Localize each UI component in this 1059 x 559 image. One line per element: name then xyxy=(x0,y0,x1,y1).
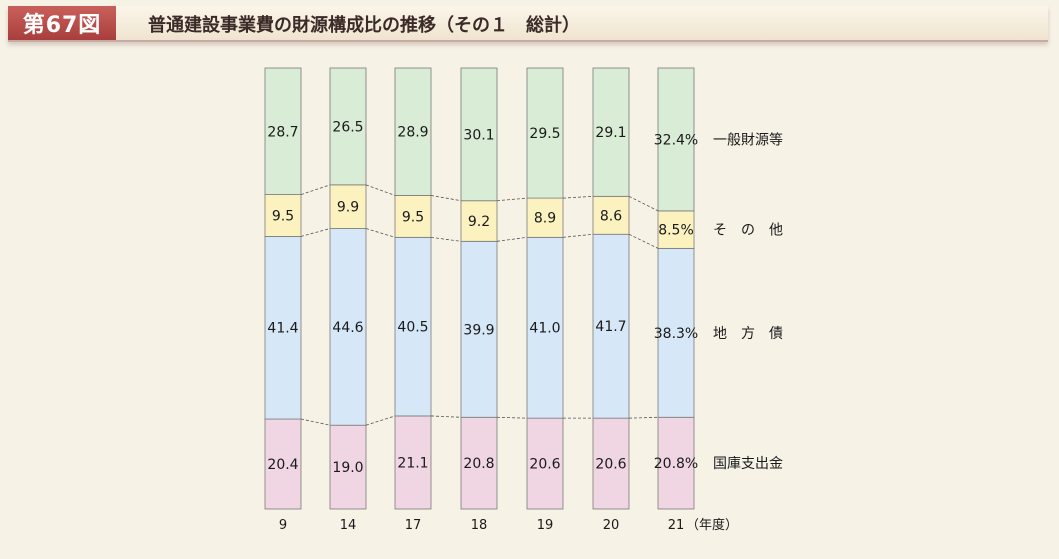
connector-line xyxy=(430,195,462,202)
bar-segment xyxy=(264,194,302,237)
bar-segment xyxy=(460,200,498,242)
bar-segment xyxy=(657,416,695,510)
data-label: 8.6 xyxy=(600,208,622,224)
bar-segment xyxy=(526,236,564,419)
bar-segment xyxy=(394,67,432,196)
bar-segment xyxy=(592,417,630,510)
bar-segment xyxy=(460,67,498,202)
bar-segment xyxy=(592,67,630,197)
data-label: 9.5 xyxy=(272,209,294,225)
data-label: 21.1 xyxy=(397,455,428,471)
bar-segment xyxy=(526,67,564,199)
data-label: 20.4 xyxy=(267,457,298,473)
data-label: 41.0 xyxy=(529,321,560,337)
connector-line xyxy=(430,415,462,418)
data-label: 38.3% xyxy=(654,326,698,342)
x-unit-label: （年度） xyxy=(686,517,738,533)
connector-line xyxy=(562,233,594,238)
data-label: 9.9 xyxy=(337,200,359,216)
connector-line xyxy=(628,416,659,419)
x-tick-label: 14 xyxy=(340,518,357,533)
connector-line xyxy=(496,416,528,419)
data-label: 20.8% xyxy=(654,456,698,472)
data-label: 29.5 xyxy=(529,126,560,142)
x-tick-label: 18 xyxy=(471,518,488,533)
data-label: 8.9 xyxy=(534,211,556,227)
data-label: 41.7 xyxy=(595,319,626,335)
legend-entry: そ の 他 xyxy=(713,223,783,239)
x-tick-label: 9 xyxy=(279,518,287,533)
bar-segment xyxy=(264,67,302,195)
bar-segment xyxy=(394,236,432,417)
bar-segment xyxy=(264,236,302,420)
connector-line xyxy=(300,228,331,237)
data-label: 19.0 xyxy=(332,460,363,476)
data-label: 8.5% xyxy=(658,223,694,239)
figure-header: 第67図 普通建設事業費の財源構成比の推移（その１ 総計） xyxy=(0,0,1059,48)
connector-line xyxy=(365,415,396,426)
connector-line xyxy=(496,236,528,242)
connector-line xyxy=(628,195,659,212)
bar-segment xyxy=(394,195,432,238)
header-bar xyxy=(8,6,1048,42)
connector-line xyxy=(365,184,396,196)
figure-number-badge: 第67図 xyxy=(8,6,116,40)
connector-line xyxy=(430,236,462,242)
legend-entry: 一般財源等 xyxy=(713,131,783,148)
bar-segment xyxy=(329,424,367,510)
connector-line xyxy=(300,418,331,426)
data-label: 32.4% xyxy=(654,132,698,148)
data-label: 28.9 xyxy=(397,125,428,141)
data-label: 29.1 xyxy=(595,125,626,141)
data-label: 44.6 xyxy=(332,320,363,336)
data-label: 9.2 xyxy=(468,214,490,230)
data-label: 41.4 xyxy=(267,321,298,337)
data-label: 39.9 xyxy=(463,322,494,338)
x-tick-label: 17 xyxy=(405,518,422,533)
x-tick-label: 21 xyxy=(668,518,685,533)
x-tick-label: 20 xyxy=(603,518,620,533)
data-label: 20.6 xyxy=(529,457,560,473)
data-label: 26.5 xyxy=(332,119,363,135)
bar-segment xyxy=(592,195,630,235)
bar-segment xyxy=(394,415,432,510)
bar-segment xyxy=(592,233,630,419)
bar-segment xyxy=(526,197,564,238)
data-label: 9.5 xyxy=(402,209,424,225)
connector-line xyxy=(300,184,331,195)
connector-line xyxy=(496,197,528,202)
bar-segment xyxy=(657,210,695,249)
bar-segment xyxy=(329,67,367,186)
data-label: 40.5 xyxy=(397,320,428,336)
bar-segment xyxy=(657,67,695,212)
data-label: 20.6 xyxy=(595,457,626,473)
bar-segment xyxy=(264,418,302,510)
data-label: 20.8 xyxy=(463,456,494,472)
chart-title: 普通建設事業費の財源構成比の推移（その１ 総計） xyxy=(148,15,580,36)
connector-line xyxy=(562,195,594,199)
bar-segment xyxy=(460,416,498,510)
connector-line xyxy=(365,228,396,238)
data-label: 28.7 xyxy=(267,124,298,140)
legend-entry: 国庫支出金 xyxy=(713,455,783,472)
legend-entry: 地 方 債 xyxy=(713,326,783,342)
connector-line xyxy=(628,233,659,249)
x-tick-label: 19 xyxy=(537,518,554,533)
data-label: 30.1 xyxy=(463,127,494,143)
